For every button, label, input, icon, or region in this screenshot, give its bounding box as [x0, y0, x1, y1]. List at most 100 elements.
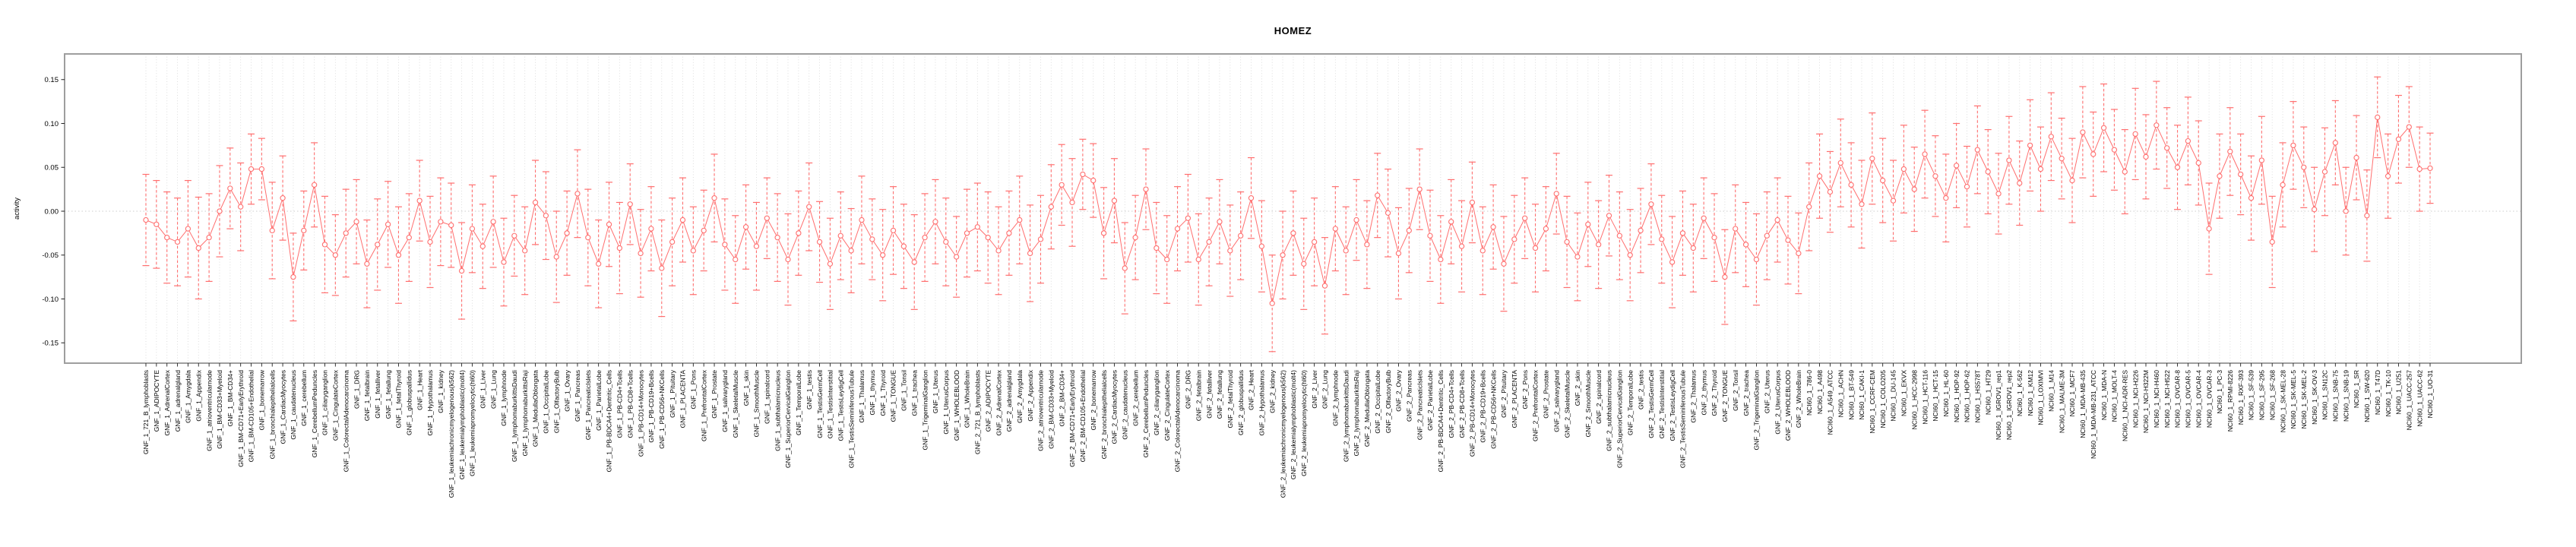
data-point	[1154, 245, 1160, 251]
data-point	[1290, 230, 1296, 236]
x-tick-label: GNF_1_Hypothalamus	[426, 370, 434, 435]
x-tick-label: GNF_1_bonemarrow	[258, 369, 266, 430]
x-tick-label: GNF_1_Pituitary	[669, 369, 676, 418]
data-point	[1164, 256, 1170, 263]
data-point	[1638, 227, 1644, 234]
data-point	[1648, 201, 1654, 207]
x-tick-label: GNF_1_Pons	[690, 370, 698, 409]
data-point	[1690, 245, 1696, 251]
data-point	[943, 239, 949, 245]
data-point	[816, 239, 823, 245]
x-tick-label: GNF_1_PB-CD14+Monocytes	[637, 370, 644, 457]
data-point	[2395, 136, 2402, 142]
data-point	[2227, 148, 2233, 155]
data-point	[985, 234, 991, 241]
data-point	[2006, 157, 2012, 163]
x-tick-label: NCI60_1_MDA-N	[2100, 370, 2108, 420]
data-point	[2406, 124, 2412, 130]
data-point	[2321, 169, 2328, 175]
x-tick-label: GNF_2_Pons	[1521, 370, 1529, 409]
data-point	[385, 221, 391, 227]
data-point	[1900, 166, 1907, 172]
data-point	[1595, 242, 1602, 248]
data-point	[1006, 230, 1012, 236]
data-point	[900, 243, 907, 249]
x-tick-label: NCI60_1_SK-MEL-2	[2300, 370, 2308, 429]
x-tick-label: NCI60_1_UO-31	[2426, 370, 2434, 419]
x-tick-label: GNF_1_BM-CD33+Myeloid	[216, 370, 223, 449]
x-tick-label: GNF_2_spinalcord	[1595, 370, 1603, 424]
data-point	[2185, 138, 2191, 144]
data-point	[1080, 171, 1086, 178]
x-tick-label: GNF_2_leukemiachronicmyelogenous(k562)	[1279, 370, 1286, 498]
x-tick-label: NCI60_1_SR	[2353, 370, 2360, 408]
x-tick-label: GNF_2_BM-CD33+Myeloid	[1048, 370, 1055, 449]
x-tick-label: GNF_1_UterusCorpus	[942, 370, 950, 435]
data-point	[796, 230, 802, 236]
x-tick-label: GNF_1_salivarygland	[721, 370, 729, 432]
x-tick-label: NCI60_1_SNB-19	[2342, 370, 2350, 422]
x-tick-label: GNF_2_PB-CD19+Bcells	[1479, 370, 1486, 443]
x-tick-label: GNF_2_SuperiorCervicalGanglion	[1616, 370, 1624, 468]
data-point	[311, 182, 318, 188]
x-tick-label: NCI60_1_OVCAR-3	[2205, 370, 2213, 428]
data-point	[185, 226, 191, 232]
x-tick-label: GNF_1_lymphomaburkittsRaji	[521, 370, 529, 456]
data-point	[1837, 160, 1843, 166]
x-tick-label: GNF_2_ADIPOCYTE	[984, 370, 992, 432]
data-point	[1427, 232, 1433, 239]
x-tick-label: GNF_1_ColorectalAdenocarcinoma	[342, 370, 350, 472]
x-tick-label: NCI60_1_SF-539	[2248, 370, 2255, 420]
x-tick-label: NCI60_1_HOP-92	[1953, 370, 1960, 422]
x-tick-label: GNF_2_Thyroid	[1710, 370, 1718, 416]
data-point	[1764, 232, 1770, 239]
data-point	[1532, 245, 1539, 251]
data-point	[2269, 239, 2275, 245]
x-tick-label: NCI60_1_OVCAR-8	[2174, 370, 2182, 428]
data-point	[1364, 242, 1370, 248]
x-tick-label: NCI60_1_CAKI-1	[1858, 370, 1866, 420]
data-point	[343, 230, 349, 236]
x-tick-label: GNF_1_TrigeminalGanglion	[921, 370, 929, 451]
x-tick-label: GNF_2_CerebellumPeduncles	[1142, 370, 1150, 457]
data-point	[659, 265, 665, 271]
data-point	[1490, 224, 1496, 230]
data-point	[1511, 236, 1517, 242]
x-tick-label: NCI60_1_786-0	[1805, 370, 1813, 416]
x-tick-label: NCI60_1_NCI-ADR-RES	[2121, 370, 2128, 441]
y-axis: 0.15 0.10 0.05 0.00 -0.05 -0.10 -0.15	[42, 76, 65, 348]
x-tick-label: GNF_2_lymphomaburkittsDaudi	[1342, 370, 1350, 462]
data-point	[1859, 201, 1865, 207]
data-point	[2100, 125, 2107, 131]
x-tick-label: GNF_2_OccipitalLobe	[1374, 370, 1381, 434]
x-tick-label: GNF_2_ciliaryganglion	[1153, 370, 1160, 435]
x-tick-label: GNF_2_fetalbrain	[1195, 370, 1202, 421]
data-point	[1564, 239, 1570, 245]
x-tick-label: GNF_2_BM-CD34+	[1058, 370, 1065, 426]
data-point	[564, 230, 570, 236]
x-tick-label: GNF_2_BM-CD105+Endothelial	[1079, 370, 1087, 462]
x-tick-label: NCI60_1_HOP-62	[1964, 370, 1971, 422]
x-tick-label: GNF_1_TestisLeydigCell	[837, 370, 844, 441]
data-point	[1659, 236, 1665, 242]
data-point	[1195, 256, 1201, 263]
data-point	[290, 274, 296, 280]
data-point	[1733, 226, 1739, 232]
x-tick-label: GNF_1_Thalamus	[858, 370, 866, 422]
x-tick-label: NCI60_1_T47D	[2374, 370, 2381, 415]
x-tick-label: GNF_2_WHOLEBLOOD	[1784, 370, 1792, 441]
x-tick-label: GNF_2_Prostate	[1543, 370, 1550, 419]
data-point	[1111, 198, 1118, 204]
x-tick-label: GNF_2_lymphomaburkittsRaji	[1353, 370, 1360, 456]
data-point	[2343, 208, 2349, 214]
x-tick-label: NCI60_1_SN12C	[2321, 370, 2329, 420]
data-point	[1679, 230, 1686, 236]
x-tick-label: GNF_1_thymus	[869, 370, 876, 416]
x-tick-label: NCI60_1_LOXIMVI	[2037, 370, 2045, 425]
data-point	[574, 191, 581, 197]
data-point	[2132, 131, 2138, 138]
data-point	[1890, 198, 1897, 204]
data-point	[1248, 195, 1255, 201]
x-tick-label: GNF_1_Pancreas	[574, 370, 581, 422]
x-tick-label: GNF_2_bronchialepithelialcells	[1100, 370, 1108, 459]
